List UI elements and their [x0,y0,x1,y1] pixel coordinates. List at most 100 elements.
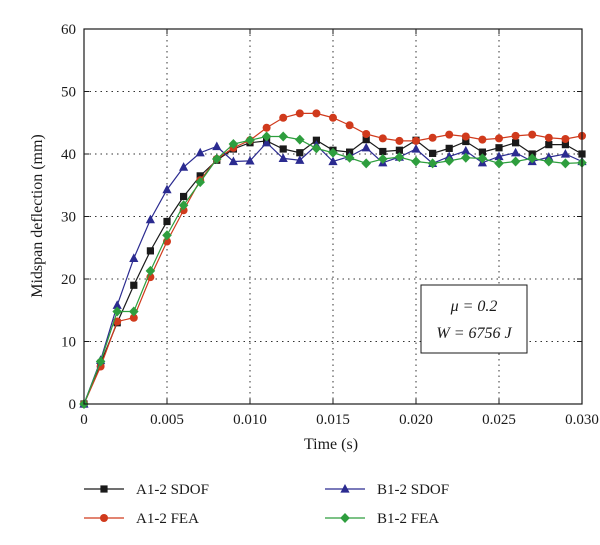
data-point [262,123,271,132]
data-point [528,130,537,139]
data-point [212,141,222,151]
y-tick-label: 30 [61,210,76,226]
data-point [427,158,438,169]
data-point [145,214,155,224]
data-point [345,121,354,130]
data-point [378,154,388,164]
data-point [545,141,553,149]
data-point [95,356,106,367]
data-point [444,151,454,161]
data-point [278,153,288,162]
series-b1-2-fea [79,131,587,409]
data-point [195,177,205,188]
data-point [180,192,188,201]
data-point [163,217,171,226]
x-tick-label: 0.025 [482,412,516,428]
data-point [478,148,486,156]
data-point [362,130,371,138]
data-point [162,184,172,194]
data-point [461,145,471,155]
legend-entry: B1-2 SDOF [325,482,449,498]
legend-marker [340,513,350,523]
annotation-box: μ = 0.2 W = 6756 J [420,284,528,354]
data-point [412,136,420,145]
data-point [411,156,421,167]
data-point [478,135,487,144]
x-tick-label: 0.030 [565,412,599,428]
data-point [179,162,189,171]
data-point [444,155,454,166]
legend-label: A1-2 SDOF [136,482,209,498]
annotation-line-2: W = 6756 J [436,325,512,342]
data-point [379,147,387,156]
data-point [477,153,488,164]
legend-marker [100,485,108,493]
data-point [129,253,139,262]
legend: A1-2 SDOF B1-2 SDOF A1-2 FEA B1-2 FEA [84,482,449,527]
y-tick-label: 0 [69,397,77,413]
data-point [178,200,189,211]
data-point [544,133,553,142]
data-point [129,306,139,317]
data-point [512,139,520,147]
data-point [129,313,138,322]
legend-entry: A1-2 SDOF [84,482,209,498]
legend-label: B1-2 FEA [377,511,439,527]
data-point [429,149,437,157]
data-point [561,141,569,149]
annotation-frame [420,284,528,354]
data-point [279,113,288,122]
data-point [544,156,554,167]
data-point [510,156,521,167]
data-point [361,158,371,169]
y-tick-label: 60 [61,22,76,38]
data-point [195,147,205,157]
data-point [295,109,304,118]
annotation-line-1: μ = 0.2 [450,298,498,315]
legend-marker [100,514,108,522]
legend-entry: B1-2 FEA [325,511,439,527]
data-point [328,147,338,158]
data-point [112,306,122,317]
data-point [295,134,305,145]
data-point [394,152,405,163]
data-point [511,131,520,140]
data-point [228,156,238,166]
data-point [261,131,272,142]
legend-entry: A1-2 FEA [84,511,199,527]
data-point [245,155,255,165]
data-point [328,156,338,166]
data-point [162,230,172,241]
data-point [495,134,503,143]
x-tick-label: 0.005 [150,412,184,428]
data-point [212,154,222,164]
data-point [461,132,470,141]
data-point [296,149,304,157]
data-point [262,137,272,147]
data-point [279,145,287,153]
data-point [378,134,387,143]
data-point [311,143,322,154]
data-point [428,133,437,142]
data-point [329,113,337,122]
data-point [361,142,371,152]
data-point [527,153,537,164]
data-point [228,139,239,149]
data-point [112,300,122,309]
data-point [561,135,570,143]
data-point [395,136,404,145]
data-point [560,158,571,169]
data-point [445,130,454,139]
x-tick-label: 0.020 [399,412,433,428]
data-point [113,317,122,326]
series-layer [79,109,587,409]
data-point [445,144,453,152]
data-point [494,151,504,161]
y-tick-label: 20 [61,272,76,288]
legend-marker [340,484,350,493]
y-tick-label: 50 [61,85,76,101]
ticks: 0 0.005 0.010 0.015 0.020 0.025 0.030 0 10 20 30 40… [61,22,599,428]
data-point [462,137,470,146]
data-point [494,158,504,169]
